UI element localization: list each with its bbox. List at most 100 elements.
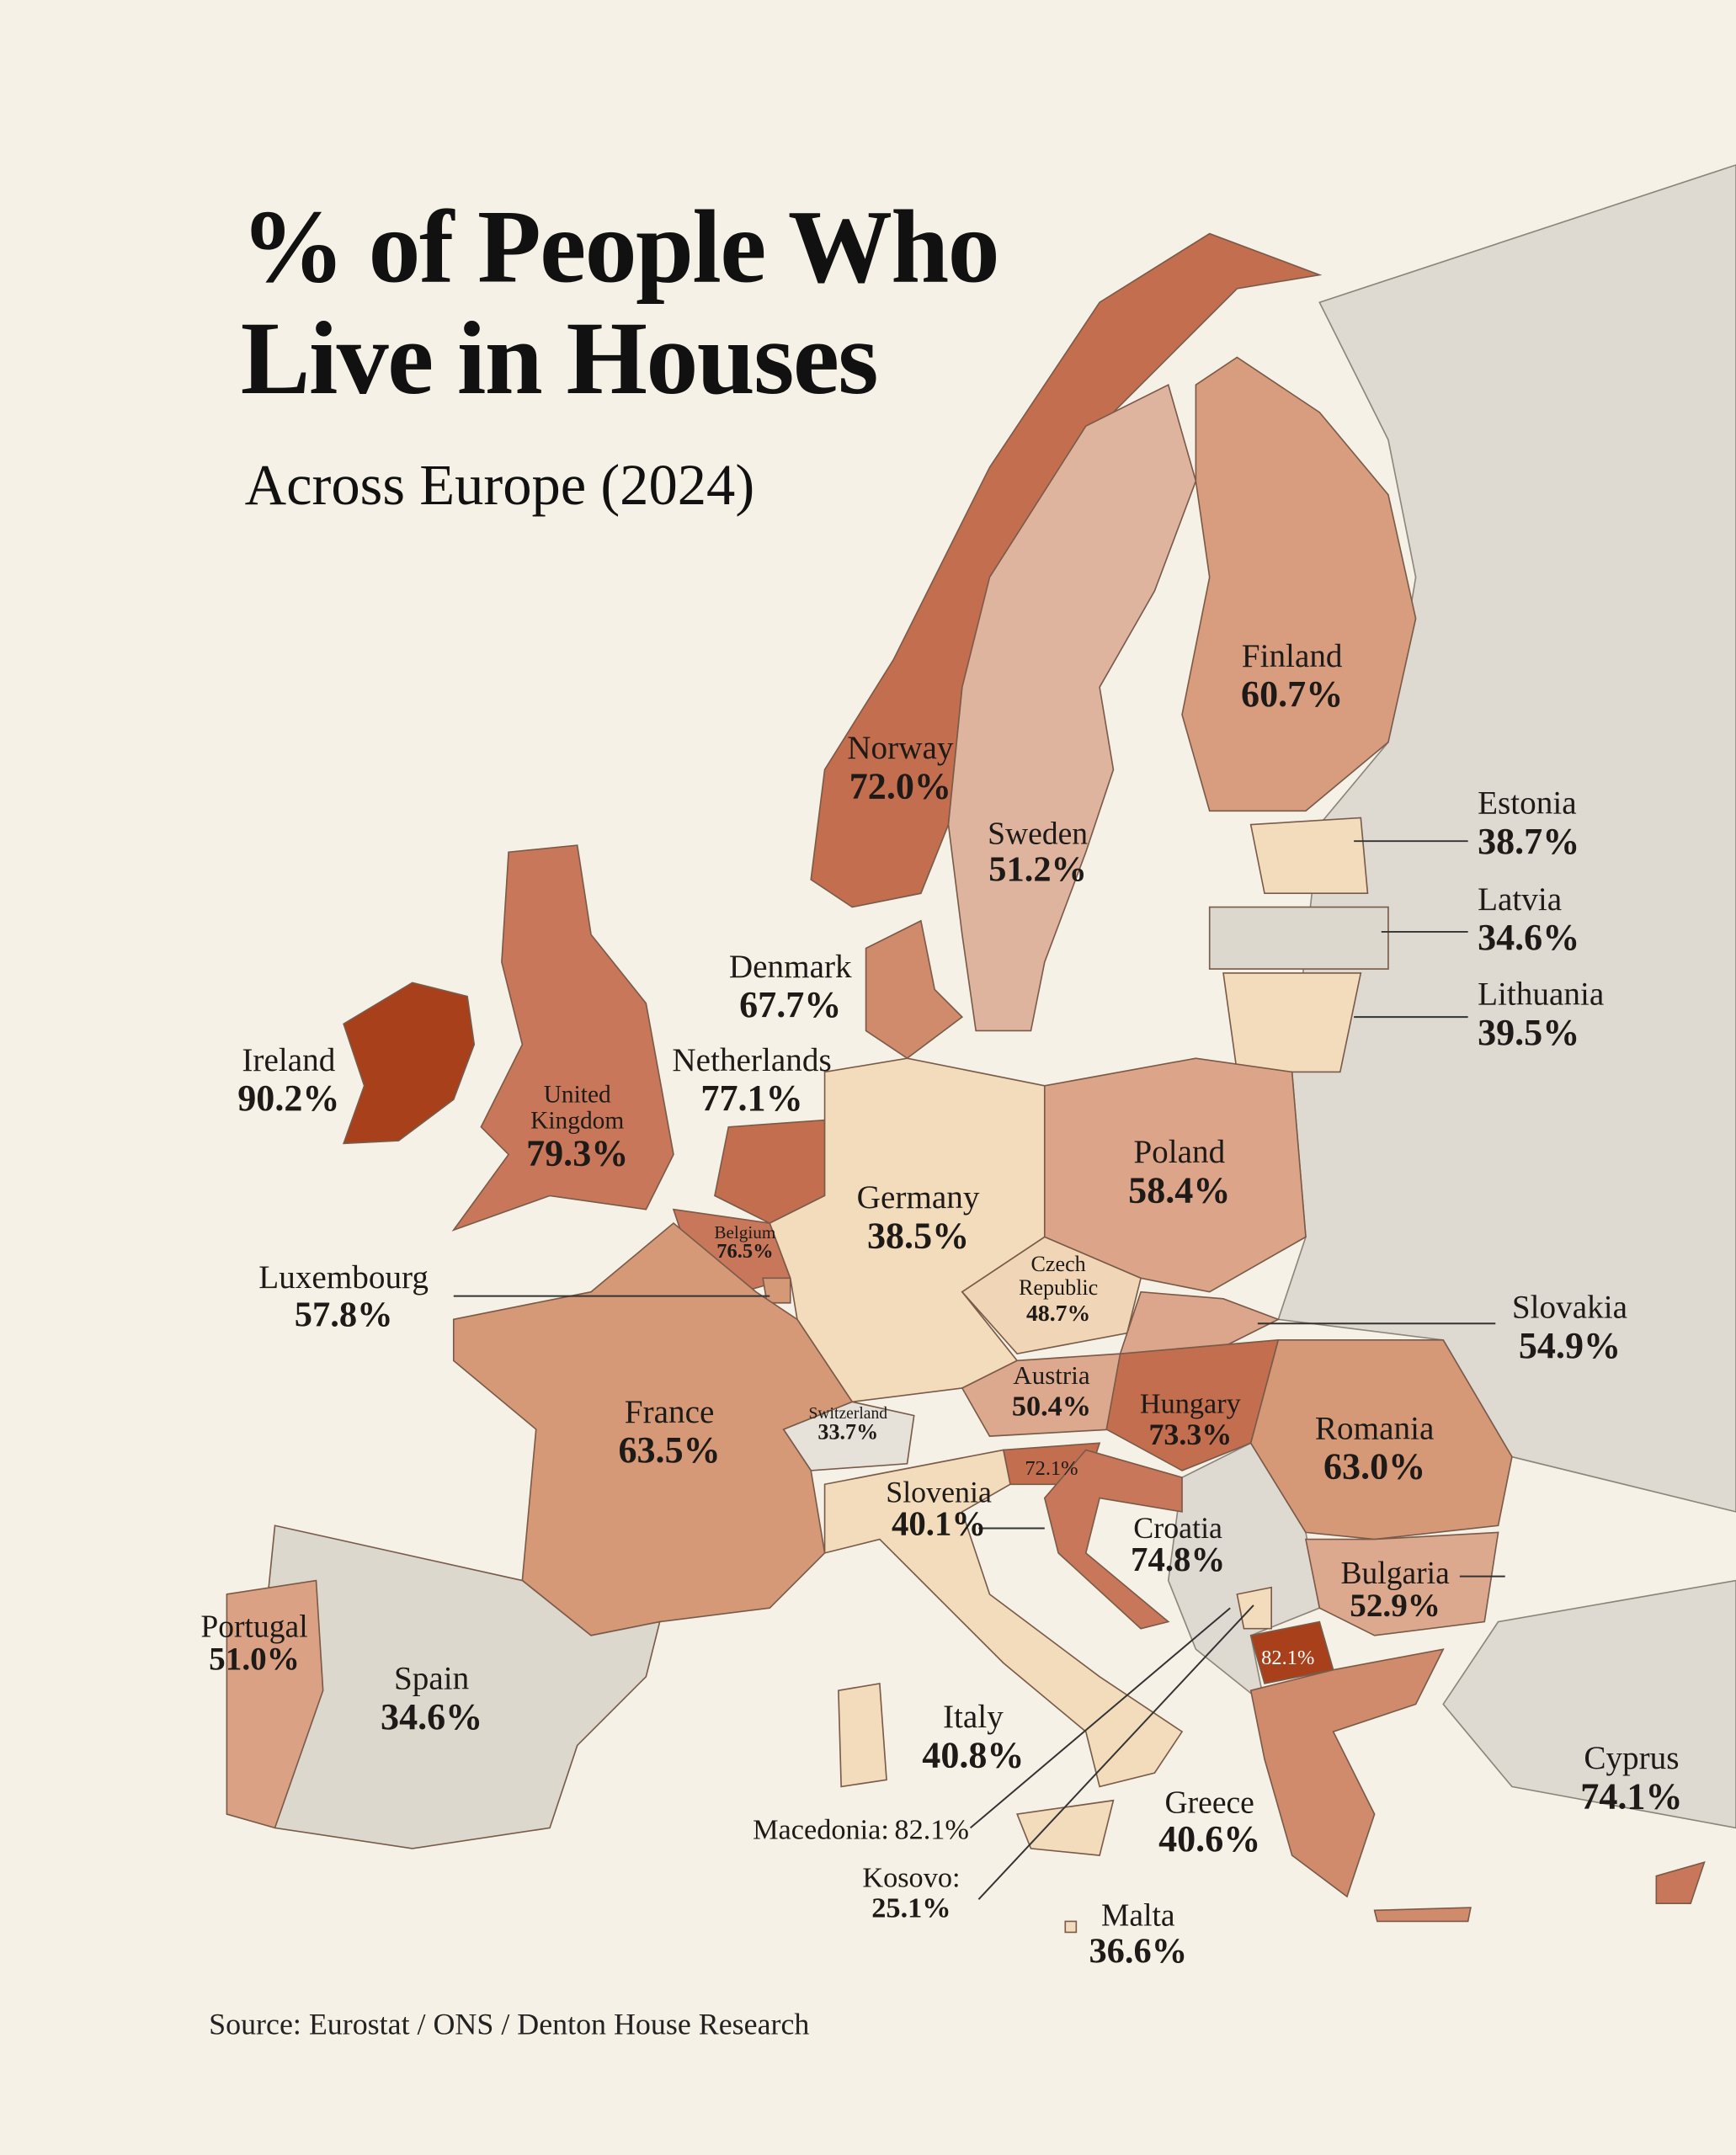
- country-name: Italy: [942, 1701, 1004, 1737]
- country-name: Cyprus: [1584, 1743, 1680, 1778]
- country: [823, 1449, 1184, 1856]
- country-label: Italy 40.8%: [891, 1701, 1056, 1775]
- country-name: Finland: [1241, 640, 1343, 675]
- leader-line: [977, 1604, 1254, 1900]
- country-name: Norway: [847, 732, 954, 768]
- country-value: 74.8%: [1131, 1541, 1226, 1580]
- country-name: Ireland: [242, 1044, 336, 1079]
- country-label: Macedonia: 82.1%: [550, 1814, 969, 1845]
- country-value: 90.2%: [237, 1078, 340, 1120]
- country-value: 40.1%: [891, 1506, 987, 1544]
- country: [342, 982, 476, 1145]
- country-name: Slovakia: [1511, 1291, 1628, 1327]
- country: [1181, 356, 1417, 812]
- country-label: Poland 58.4%: [1097, 1136, 1262, 1210]
- label-box: Macedonia: 82.1%: [550, 1814, 969, 1845]
- country-label: Lithuania 39.5%: [1478, 978, 1684, 1051]
- country-label: Norway 72.0%: [811, 732, 989, 806]
- country-label: Malta 36.6%: [1056, 1899, 1221, 1970]
- country-label: Romania 63.0%: [1286, 1413, 1464, 1486]
- country-value: 67.7%: [739, 984, 842, 1026]
- country-name: Netherlands: [672, 1044, 832, 1079]
- country-label: Belgium 76.5%: [697, 1223, 793, 1264]
- country-value: 77.1%: [700, 1078, 803, 1120]
- country-value: 79.3%: [526, 1131, 629, 1173]
- country: [1655, 1861, 1706, 1905]
- country-label: Bulgaria 52.9%: [1313, 1557, 1478, 1626]
- country-value: 34.6%: [381, 1695, 483, 1737]
- country-value: 63.0%: [1323, 1445, 1426, 1487]
- country-label: Slovakia 54.9%: [1487, 1292, 1652, 1365]
- country: [1043, 1449, 1183, 1630]
- country-name: Bulgaria: [1340, 1556, 1450, 1590]
- country-label: Ireland 90.2%: [206, 1045, 371, 1118]
- country-value: 51.2%: [988, 849, 1087, 890]
- country-label: Switzerland 33.7%: [786, 1405, 910, 1445]
- country-name: Germany: [856, 1182, 980, 1216]
- country-label: Germany 38.5%: [822, 1182, 1014, 1255]
- country-label: France 63.5%: [573, 1397, 766, 1470]
- country-value: 38.7%: [1478, 821, 1580, 862]
- country-name: Macedonia:: [753, 1814, 889, 1846]
- country-value: 72.0%: [849, 765, 951, 807]
- other-land: [1442, 1579, 1736, 1829]
- country-label: Estonia 38.7%: [1478, 788, 1684, 861]
- country-name: Estonia: [1478, 787, 1577, 822]
- chart-subtitle: Across Europe (2024): [244, 455, 755, 519]
- title-box: % of People Who Live in Houses: [241, 193, 1000, 415]
- country-label: Denmark 67.7%: [694, 951, 887, 1024]
- country-value: 73.3%: [1148, 1417, 1233, 1452]
- country-name: Czech Republic: [1018, 1254, 1099, 1301]
- country: [1249, 1339, 1513, 1540]
- country-label: Luxembourg 57.8%: [226, 1262, 461, 1334]
- country-label: Austria 50.4%: [982, 1364, 1120, 1422]
- country-label: Netherlands 77.1%: [642, 1045, 861, 1118]
- countries: [226, 232, 1706, 1934]
- country-name: Romania: [1314, 1413, 1435, 1448]
- country-name: Croatia: [1133, 1511, 1223, 1546]
- country-value: 74.1%: [1580, 1775, 1683, 1817]
- country-name: Luxembourg: [258, 1261, 429, 1296]
- country-label: Hungary 73.3%: [1108, 1388, 1273, 1450]
- country-label: Croatia 74.8%: [1095, 1512, 1260, 1580]
- country: [226, 1579, 324, 1829]
- source-box: Source: Eurostat / ONS / Denton House Re…: [209, 2006, 810, 2041]
- country-name: France: [624, 1396, 715, 1431]
- country-label: Finland 60.7%: [1210, 641, 1375, 714]
- country-label: United Kingdom 79.3%: [509, 1082, 646, 1173]
- country-value: 38.5%: [866, 1215, 970, 1257]
- source: Source: Eurostat / ONS / Denton House Re…: [209, 2006, 810, 2041]
- country-name: Kosovo:: [862, 1862, 961, 1894]
- country: [1249, 1648, 1472, 1923]
- country-name: Malta: [1101, 1899, 1175, 1933]
- country-name: Greece: [1164, 1786, 1254, 1820]
- country-value: 54.9%: [1518, 1325, 1622, 1367]
- country-value: 48.7%: [1025, 1299, 1091, 1326]
- country-label: Portugal 51.0%: [172, 1610, 337, 1679]
- country: [810, 232, 1323, 908]
- country-label: Spain 34.6%: [349, 1663, 514, 1736]
- country: [1064, 1920, 1078, 1934]
- leader-line: [969, 1607, 1231, 1829]
- country-label: Kosovo: 25.1%: [828, 1862, 993, 1923]
- country: [1208, 906, 1389, 970]
